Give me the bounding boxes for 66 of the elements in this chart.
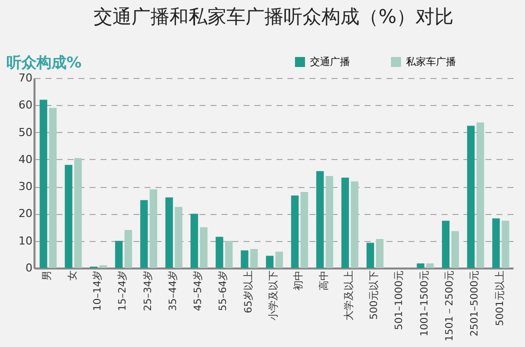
legend-label: 交通广播 <box>310 56 350 68</box>
x-tick-label: 大学及以上 <box>342 270 355 320</box>
bar <box>190 214 198 268</box>
bar <box>174 206 182 268</box>
bar <box>266 256 274 268</box>
bar <box>250 249 258 268</box>
bar <box>442 220 450 268</box>
x-tick-label: 小学及以下 <box>268 270 280 320</box>
bar <box>476 122 484 268</box>
x-tick-label: 1501－2500元 <box>444 270 456 342</box>
bar <box>216 236 224 268</box>
bar <box>275 252 283 268</box>
bar <box>467 126 475 268</box>
x-tick-label: 初中 <box>292 270 305 290</box>
x-tick-label: 1001–1500元 <box>419 270 430 336</box>
y-tick-label: 30 <box>18 180 32 194</box>
x-tick-label: 25–34岁 <box>142 270 154 311</box>
y-axis-title: 听众构成% <box>6 54 82 72</box>
bar <box>49 108 57 268</box>
bar <box>40 100 48 268</box>
bar <box>150 189 158 268</box>
x-tick-label: 35–44岁 <box>166 270 179 311</box>
bar <box>165 197 173 268</box>
y-tick-label: 40 <box>18 152 32 166</box>
bar <box>502 220 510 268</box>
x-tick-label: 45–54岁 <box>192 270 204 311</box>
bar <box>64 164 72 268</box>
x-tick-label: 高中 <box>318 270 330 290</box>
y-tick-label: 0 <box>26 262 32 274</box>
x-tick-label: 2501–5000元 <box>470 270 481 336</box>
y-tick-label: 70 <box>18 72 32 84</box>
bar <box>376 238 384 268</box>
bar <box>225 240 233 268</box>
bar <box>200 227 208 268</box>
y-tick-label: 50 <box>18 126 32 139</box>
y-tick-label: 60 <box>18 98 32 112</box>
bar <box>341 178 349 268</box>
bar <box>416 263 424 268</box>
bar <box>74 158 82 268</box>
x-tick-label: 10–14岁 <box>91 270 104 311</box>
bar <box>240 250 248 268</box>
bar <box>366 242 374 268</box>
x-tick-label: 65岁以上 <box>242 270 254 314</box>
x-tick-label: 55–64岁 <box>217 270 230 311</box>
bar <box>451 231 459 268</box>
x-tick-label: 501–1000元 <box>394 270 406 330</box>
x-tick-label: 女 <box>66 270 78 280</box>
chart-title: 交通广播和私家车广播听众构成（%）对比 <box>93 6 454 28</box>
bar <box>492 218 500 268</box>
bar <box>426 263 434 268</box>
x-tick-label: 5001元以上 <box>494 270 506 326</box>
bar <box>291 196 299 268</box>
legend-label: 私家车广播 <box>406 56 456 68</box>
bar <box>326 176 334 268</box>
bar <box>140 200 148 268</box>
y-tick-label: 20 <box>18 207 32 220</box>
bar <box>99 265 107 268</box>
bar <box>350 181 358 268</box>
x-tick-label: 500元以下 <box>368 270 380 320</box>
bar <box>300 192 308 268</box>
y-tick-label: 10 <box>18 234 32 248</box>
bar <box>115 240 123 268</box>
bar <box>124 230 132 268</box>
x-tick-label: 男 <box>42 270 54 280</box>
bar <box>316 171 324 268</box>
x-tick-label: 15–24岁 <box>116 270 129 311</box>
